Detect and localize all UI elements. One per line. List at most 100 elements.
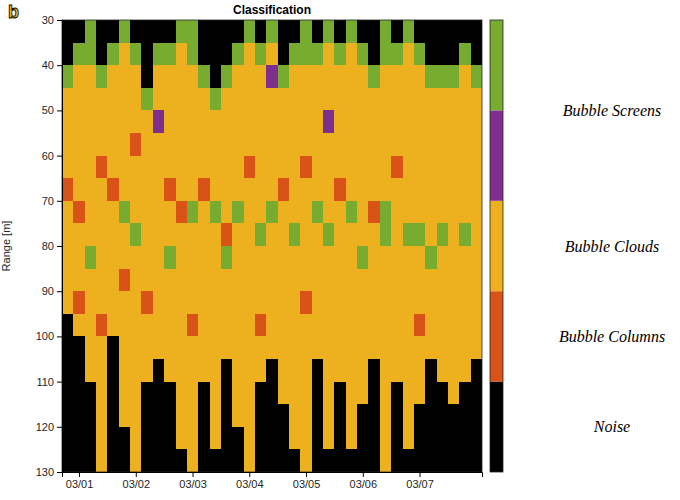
cell — [471, 223, 482, 246]
cell — [210, 246, 222, 269]
cell — [471, 178, 482, 201]
y-tick-mark — [57, 20, 62, 21]
cell — [346, 314, 358, 337]
cell — [357, 178, 369, 201]
cell — [164, 314, 176, 337]
cell — [210, 65, 222, 88]
cell — [471, 156, 482, 179]
cell — [107, 336, 119, 359]
cell — [300, 291, 312, 314]
cell — [380, 336, 392, 359]
cell — [266, 110, 278, 133]
cell — [176, 20, 188, 43]
x-tick-mark — [136, 472, 137, 477]
cell — [187, 88, 199, 111]
cell — [130, 404, 142, 427]
cell — [73, 20, 85, 43]
cell — [334, 246, 346, 269]
cell — [210, 269, 222, 292]
cell — [368, 314, 380, 337]
cell — [96, 20, 108, 43]
cell — [357, 20, 369, 43]
cell — [187, 246, 199, 269]
cell — [414, 336, 426, 359]
cell — [119, 223, 131, 246]
cell — [266, 336, 278, 359]
cell — [334, 223, 346, 246]
y-axis-line — [57, 21, 63, 473]
cell — [437, 20, 449, 43]
cell — [176, 359, 188, 382]
cell — [300, 20, 312, 43]
cell — [346, 359, 358, 382]
cell — [73, 314, 85, 337]
cell — [368, 223, 380, 246]
cell — [459, 223, 471, 246]
cell — [119, 43, 131, 66]
cell — [255, 427, 267, 450]
cell — [425, 223, 437, 246]
cell — [130, 88, 142, 111]
cell — [153, 291, 165, 314]
cell — [391, 246, 403, 269]
cell — [244, 178, 256, 201]
x-tick-label: 03/02 — [123, 478, 151, 490]
cell — [357, 427, 369, 450]
cell — [391, 382, 403, 405]
cell — [448, 43, 460, 66]
cell — [437, 427, 449, 450]
cell — [437, 336, 449, 359]
cells — [62, 20, 482, 472]
cell — [221, 43, 233, 66]
cell — [323, 88, 335, 111]
cell — [403, 359, 415, 382]
cell — [176, 156, 188, 179]
cell — [119, 404, 131, 427]
cell — [73, 110, 85, 133]
cell — [278, 133, 290, 156]
cell — [62, 382, 74, 405]
cell — [198, 449, 210, 472]
cell — [334, 178, 346, 201]
colorbar-label: Bubble Columns — [559, 328, 665, 345]
y-tick: 130 — [36, 466, 62, 478]
cell — [130, 65, 142, 88]
cell — [323, 133, 335, 156]
cell — [107, 223, 119, 246]
cell — [380, 65, 392, 88]
cell — [210, 178, 222, 201]
y-tick-mark — [57, 336, 62, 337]
cell — [130, 314, 142, 337]
cell — [153, 88, 165, 111]
cell — [278, 359, 290, 382]
cell — [414, 314, 426, 337]
cell — [73, 382, 85, 405]
cell — [391, 133, 403, 156]
colorbar-segment — [490, 382, 503, 472]
cell — [278, 246, 290, 269]
cell — [62, 404, 74, 427]
cell — [357, 65, 369, 88]
cell — [153, 43, 165, 66]
cell — [164, 20, 176, 43]
cell — [471, 20, 482, 43]
cell — [255, 223, 267, 246]
y-tick: 60 — [42, 150, 62, 162]
cell — [107, 404, 119, 427]
y-tick-mark — [57, 110, 62, 111]
cell — [425, 110, 437, 133]
cell — [210, 156, 222, 179]
cell — [334, 404, 346, 427]
cell — [403, 65, 415, 88]
cell — [187, 269, 199, 292]
cell — [323, 314, 335, 337]
cell — [346, 201, 358, 224]
cell — [85, 359, 97, 382]
cell — [403, 404, 415, 427]
cell — [164, 382, 176, 405]
cell — [73, 291, 85, 314]
cell — [323, 201, 335, 224]
cell — [130, 20, 142, 43]
x-tick: 03/06 — [350, 472, 378, 490]
cell — [232, 449, 244, 472]
